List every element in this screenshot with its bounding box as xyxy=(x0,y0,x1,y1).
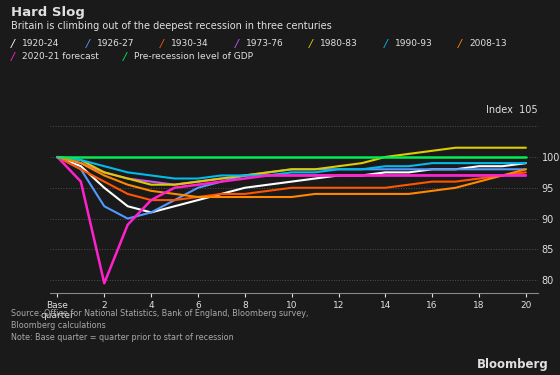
Text: 1990-93: 1990-93 xyxy=(395,39,432,48)
Text: Britain is climbing out of the deepest recession in three centuries: Britain is climbing out of the deepest r… xyxy=(11,21,332,31)
Text: 1973-76: 1973-76 xyxy=(246,39,283,48)
Text: /: / xyxy=(123,52,127,62)
Text: Index  105: Index 105 xyxy=(486,105,538,115)
Text: Bloomberg: Bloomberg xyxy=(477,358,549,371)
Text: /: / xyxy=(11,52,15,62)
Text: Hard Slog: Hard Slog xyxy=(11,6,85,19)
Text: /: / xyxy=(160,39,164,50)
Text: 1930-34: 1930-34 xyxy=(171,39,209,48)
Text: /: / xyxy=(86,39,90,50)
Text: Pre-recession level of GDP: Pre-recession level of GDP xyxy=(134,52,253,61)
Text: 1980-83: 1980-83 xyxy=(320,39,358,48)
Text: Source: Office for National Statistics, Bank of England, Bloomberg survey,
Bloom: Source: Office for National Statistics, … xyxy=(11,309,309,342)
Text: /: / xyxy=(458,39,462,50)
Text: 1926-27: 1926-27 xyxy=(97,39,134,48)
Text: 1920-24: 1920-24 xyxy=(22,39,60,48)
Text: /: / xyxy=(235,39,239,50)
Text: /: / xyxy=(384,39,388,50)
Text: 2008-13: 2008-13 xyxy=(469,39,507,48)
Text: /: / xyxy=(11,39,15,50)
Text: 2020-21 forecast: 2020-21 forecast xyxy=(22,52,99,61)
Text: /: / xyxy=(309,39,313,50)
